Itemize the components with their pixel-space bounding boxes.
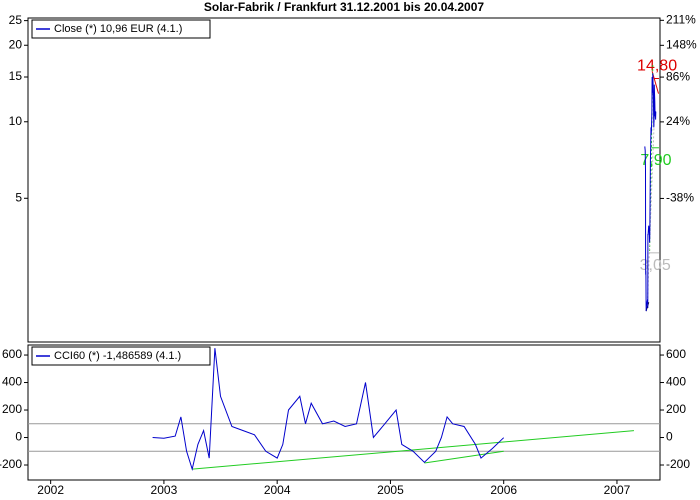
- y2-tick-label: -38%: [666, 191, 694, 205]
- x-tick-label: 2006: [490, 483, 517, 497]
- y2-tick-label: 400: [666, 375, 686, 389]
- chart-title: Solar-Fabrik / Frankfurt 31.12.2001 bis …: [204, 0, 484, 14]
- y-tick-label: 0: [15, 430, 22, 444]
- y-tick-label: 20: [9, 37, 23, 51]
- y2-tick-label: 211%: [666, 12, 696, 26]
- y-tick-label: 600: [2, 347, 22, 361]
- x-tick-label: 2002: [37, 483, 64, 497]
- y2-tick-label: 0: [666, 430, 673, 444]
- y2-tick-label: 148%: [666, 37, 697, 51]
- y2-tick-label: 200: [666, 402, 686, 416]
- series-line: [644, 73, 657, 312]
- series-line: [152, 348, 505, 472]
- y-tick-label: 200: [2, 402, 22, 416]
- trend-line: [424, 450, 504, 464]
- y-tick-label: 10: [9, 114, 23, 128]
- y2-tick-label: 600: [666, 347, 686, 361]
- y-tick-label: 400: [2, 375, 22, 389]
- annotation-label: 14,80: [637, 58, 677, 75]
- trend-line: [192, 430, 634, 470]
- y2-tick-label: -200: [666, 457, 690, 471]
- plot-frame: [27, 17, 661, 343]
- y-tick-label: 15: [9, 69, 23, 83]
- y-tick-label: -200: [0, 457, 22, 471]
- y2-tick-label: 24%: [666, 114, 690, 128]
- x-tick-label: 2004: [264, 483, 291, 497]
- legend-label: CCI60 (*) -1,486589 (4.1.): [54, 350, 181, 362]
- plot-frame: [27, 344, 661, 481]
- legend-box: [31, 19, 211, 39]
- legend-box: [31, 346, 211, 366]
- trend-line: [646, 116, 655, 303]
- y-tick-label: 5: [15, 190, 22, 204]
- x-tick-label: 2003: [151, 483, 178, 497]
- legend-label: Close (*) 10,96 EUR (4.1.): [54, 23, 182, 35]
- y-tick-label: 25: [9, 13, 23, 27]
- y2-tick-label: 86%: [666, 69, 690, 83]
- annotation-label: 7,90: [640, 152, 671, 169]
- annotation-label: 3,05: [640, 257, 671, 274]
- x-tick-label: 2007: [604, 483, 631, 497]
- x-tick-label: 2005: [377, 483, 404, 497]
